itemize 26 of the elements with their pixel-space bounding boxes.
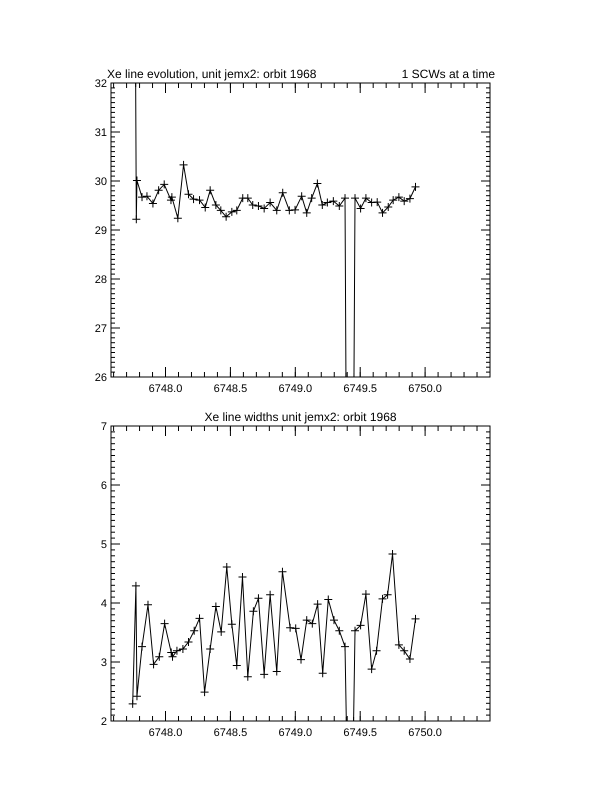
y-tick-label: 4 bbox=[100, 598, 107, 610]
x-tick-label: 6748.0 bbox=[148, 383, 182, 395]
y-tick-label: 5 bbox=[100, 539, 107, 551]
y-tick-label: 29 bbox=[94, 225, 107, 237]
x-tick-label: 6750.0 bbox=[408, 727, 442, 739]
x-tick-label: 6749.5 bbox=[343, 727, 378, 739]
y-tick-label: 26 bbox=[94, 372, 107, 384]
y-tick-label: 3 bbox=[100, 657, 107, 669]
x-tick-label: 6748.5 bbox=[214, 383, 248, 395]
x-tick-label: 6749.0 bbox=[278, 383, 312, 395]
y-tick-label: 32 bbox=[94, 78, 107, 90]
y-tick-label: 31 bbox=[94, 127, 107, 139]
y-tick-label: 28 bbox=[94, 274, 107, 286]
x-tick-label: 6748.0 bbox=[148, 727, 182, 739]
chart-subtitle: 1 SCWs at a time bbox=[402, 67, 496, 81]
chart-title: Xe line widths unit jemx2: orbit 1968 bbox=[204, 410, 397, 424]
y-tick-label: 6 bbox=[100, 480, 107, 492]
x-tick-label: 6748.5 bbox=[214, 727, 248, 739]
x-tick-label: 6750.0 bbox=[408, 383, 442, 395]
y-tick-label: 7 bbox=[100, 421, 107, 433]
y-tick-label: 27 bbox=[94, 323, 107, 335]
x-tick-label: 6749.5 bbox=[343, 383, 378, 395]
chart-title: Xe line evolution, unit jemx2: orbit 1968 bbox=[107, 67, 317, 81]
x-tick-label: 6749.0 bbox=[278, 727, 312, 739]
y-tick-label: 2 bbox=[100, 716, 107, 728]
y-tick-label: 30 bbox=[94, 176, 107, 188]
